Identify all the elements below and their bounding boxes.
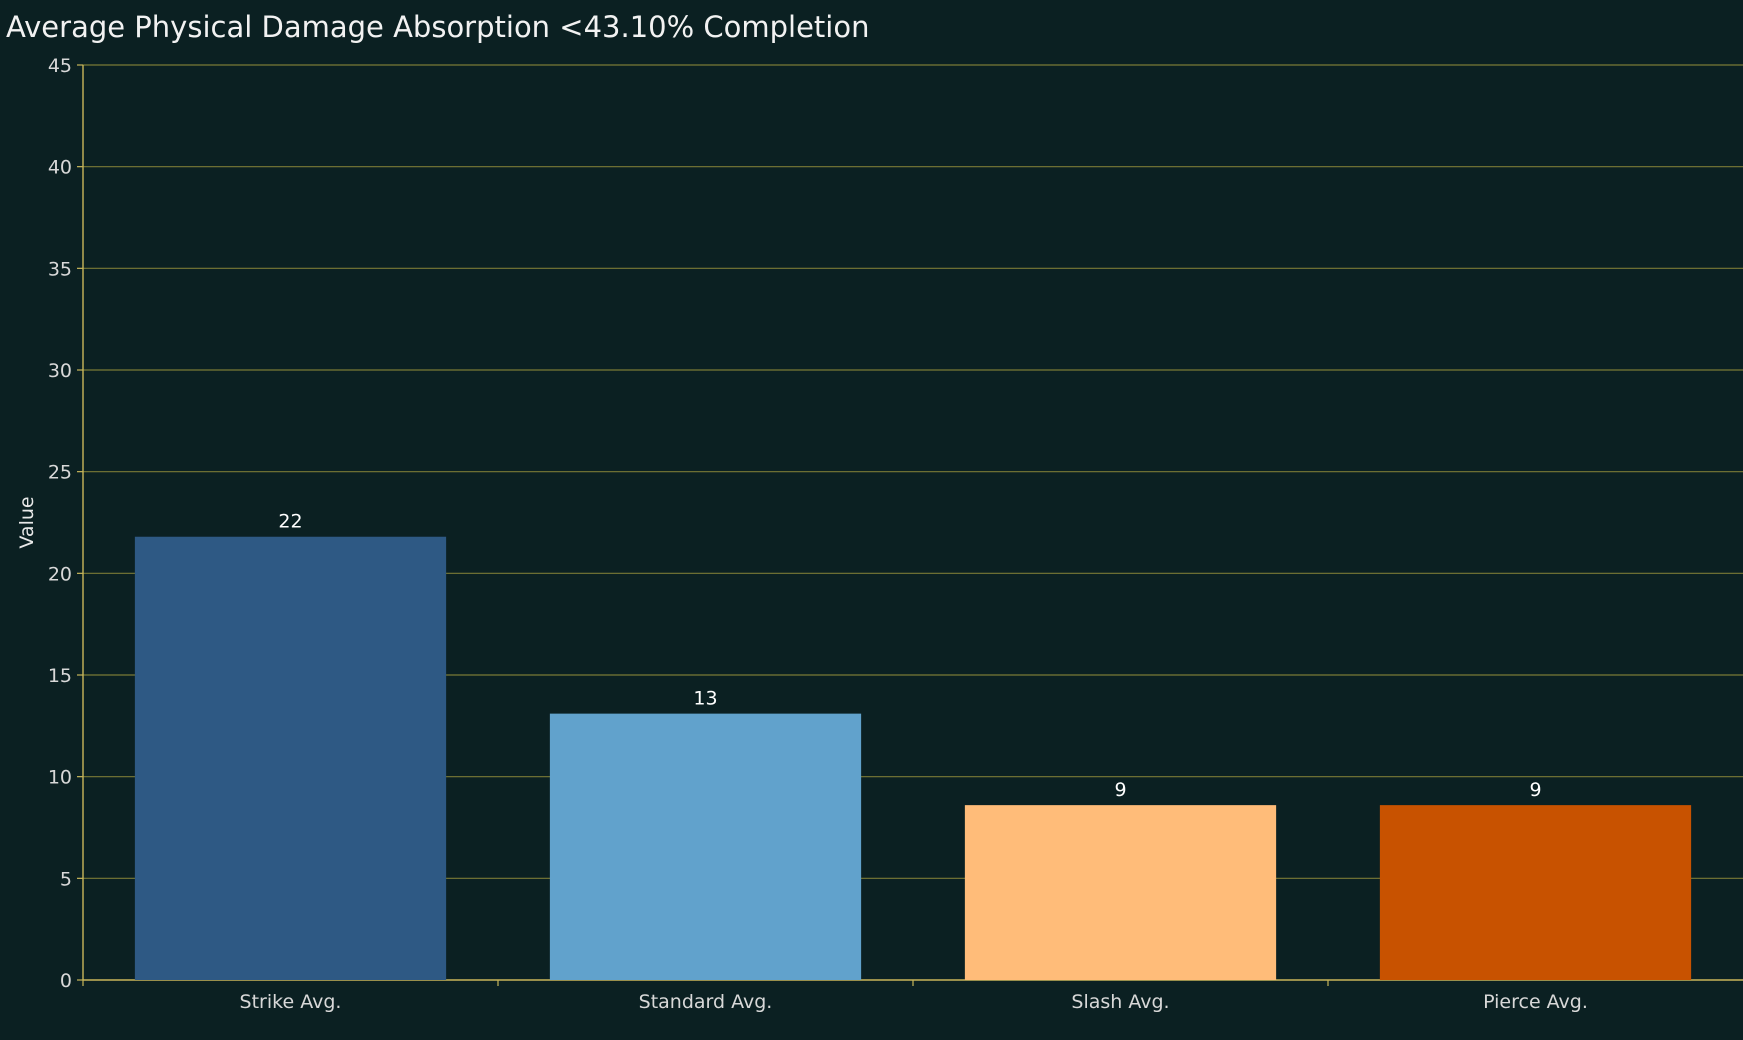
bar — [1379, 805, 1692, 980]
bar — [964, 805, 1277, 980]
bar-data-label: 13 — [693, 688, 717, 710]
y-tick-label: 45 — [48, 55, 72, 77]
y-tick-label: 40 — [48, 157, 72, 179]
y-tick-label: 20 — [48, 563, 72, 585]
bars — [134, 536, 1692, 980]
x-tick-label: Standard Avg. — [639, 991, 773, 1013]
x-tick-label: Pierce Avg. — [1483, 991, 1588, 1013]
bar-data-label: 22 — [278, 511, 302, 533]
chart-title: Average Physical Damage Absorption <43.1… — [6, 10, 870, 44]
x-tick-label: Strike Avg. — [240, 991, 342, 1013]
y-tick-label: 35 — [48, 258, 72, 280]
labels: 0 5 10 15 20 25 30 35 40 45 22 Strike Avg. 13 Standar… — [48, 55, 1588, 1013]
y-tick-label: 5 — [60, 868, 72, 890]
x-tick-label: Slash Avg. — [1071, 991, 1169, 1013]
y-tick-label: 10 — [48, 767, 72, 789]
y-axis-title: Value — [16, 496, 38, 548]
y-tick-label: 30 — [48, 360, 72, 382]
bar-data-label: 9 — [1529, 779, 1541, 801]
y-tick-label: 25 — [48, 462, 72, 484]
bar — [549, 713, 862, 980]
bar-data-label: 9 — [1114, 779, 1126, 801]
y-tick-label: 0 — [60, 970, 72, 992]
bar — [134, 536, 447, 980]
y-tick-label: 15 — [48, 665, 72, 687]
